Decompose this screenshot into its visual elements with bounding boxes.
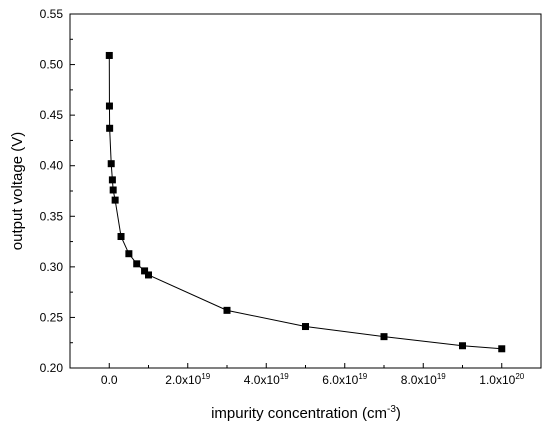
series-line	[108, 55, 502, 350]
y-tick-label: 0.20	[40, 361, 64, 375]
data-point	[117, 233, 125, 241]
x-axis-title-exponent: -3	[387, 404, 396, 415]
data-series	[105, 51, 506, 353]
y-tick-label: 0.40	[40, 159, 64, 173]
data-point	[133, 260, 141, 268]
x-axis-title-suffix: )	[396, 405, 401, 422]
data-point	[109, 186, 117, 194]
x-axis-ticks: 0.0 2.0x1019 4.0x1019 6.0x1019 8.0x1019 1.0x1…	[69, 363, 542, 387]
data-point	[380, 333, 388, 341]
x-tick-label: 1.0x1020	[479, 372, 524, 387]
x-tick-label: 4.0x1019	[244, 372, 289, 387]
data-point	[105, 102, 113, 110]
data-point	[105, 51, 113, 59]
data-point	[107, 160, 115, 168]
y-tick-label: 0.55	[40, 7, 64, 21]
y-tick-label: 0.35	[40, 209, 64, 223]
data-point	[459, 342, 466, 350]
y-axis-ticks: 0.20 0.25 0.30 0.35 0.40 0.45 0.50 0.55	[40, 7, 75, 375]
data-point	[141, 267, 149, 275]
data-point	[302, 323, 309, 331]
x-tick-label: 2.0x1019	[165, 372, 210, 387]
data-point	[106, 124, 114, 132]
y-axis-title: output voltage (V)	[9, 132, 26, 250]
x-axis-title: impurity concentration (cm-3)	[211, 404, 401, 422]
x-tick-label: 6.0x1019	[322, 372, 367, 387]
y-tick-label: 0.30	[40, 260, 64, 274]
plot-frame	[69, 13, 542, 369]
y-tick-label: 0.25	[40, 310, 64, 324]
data-point	[125, 250, 133, 258]
y-tick-label: 0.50	[40, 58, 64, 72]
x-axis-title-main: impurity concentration (cm	[211, 405, 387, 422]
data-point	[111, 196, 119, 204]
data-point	[108, 176, 116, 184]
y-tick-label: 0.45	[40, 108, 64, 122]
x-tick-label: 0.0	[101, 373, 118, 387]
x-tick-label: 8.0x1019	[401, 372, 446, 387]
data-point	[498, 345, 506, 353]
data-point	[223, 306, 231, 314]
data-point	[145, 271, 152, 279]
